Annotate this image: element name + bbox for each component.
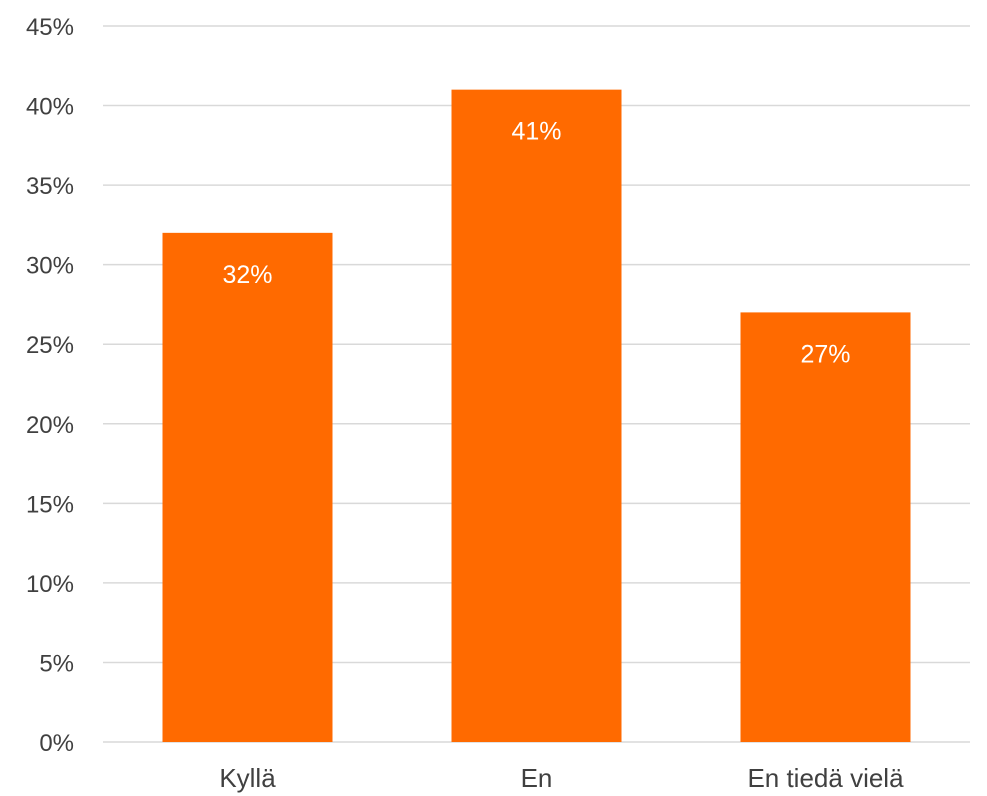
data-label: 41% xyxy=(511,118,561,146)
data-label: 32% xyxy=(222,261,272,289)
y-tick-label: 15% xyxy=(26,491,74,518)
y-tick-label: 30% xyxy=(26,253,74,280)
y-tick-label: 40% xyxy=(26,94,74,121)
data-labels: 32% 41% 27% xyxy=(222,118,850,369)
bar xyxy=(162,232,333,742)
y-axis-ticks: 0% 5% 10% 15% 20% 25% 30% 35% 40% 45% xyxy=(26,14,74,757)
bar xyxy=(451,89,622,742)
x-tick-label: En xyxy=(521,763,553,793)
y-tick-label: 45% xyxy=(26,14,74,41)
y-tick-label: 20% xyxy=(26,412,74,439)
y-tick-label: 5% xyxy=(39,650,74,677)
data-label: 27% xyxy=(800,340,850,368)
bar xyxy=(740,312,911,742)
y-tick-label: 0% xyxy=(39,730,74,757)
bars xyxy=(162,89,911,742)
y-tick-label: 10% xyxy=(26,571,74,598)
x-tick-label: En tiedä vielä xyxy=(747,763,904,793)
y-tick-label: 25% xyxy=(26,332,74,359)
x-tick-label: Kyllä xyxy=(219,763,276,793)
x-axis-ticks: Kyllä En En tiedä vielä xyxy=(219,763,904,793)
y-tick-label: 35% xyxy=(26,173,74,200)
